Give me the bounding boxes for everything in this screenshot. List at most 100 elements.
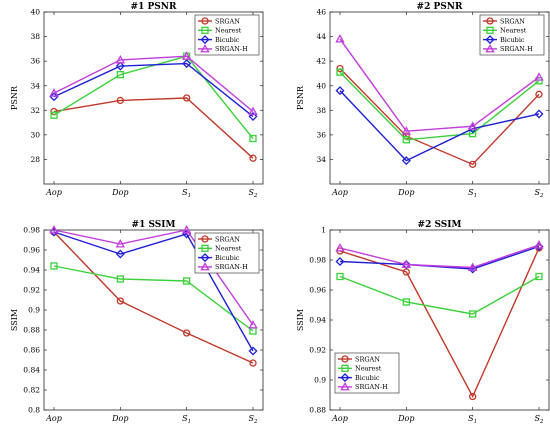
data-point [401, 126, 412, 135]
x-tick-label-3: S2 [535, 188, 544, 199]
x-tick-label-2: S1 [182, 414, 191, 425]
data-point [50, 262, 58, 270]
chart-4: #2 SSIM 0.88 0.9 0.92 0.94 0.96 0.98 1 SSIM Aop Do… [296, 220, 550, 425]
legend-marker [485, 43, 495, 53]
data-point [248, 111, 258, 121]
legend-marker [201, 26, 209, 34]
legend-marker [341, 364, 349, 372]
legend-marker [201, 17, 209, 25]
legend-marker [201, 235, 209, 243]
y-tick-label-1: 0.82 [23, 386, 40, 395]
series-srgan-h [49, 225, 258, 329]
y-tick-label-3: 0.94 [309, 316, 326, 325]
legend-label: Bicubic [215, 254, 240, 262]
y-tick-label-6: 1 [321, 226, 326, 235]
x-tick-label-0: Aop [331, 188, 348, 197]
series-line [53, 62, 254, 117]
series-nearest [336, 272, 543, 318]
data-point [402, 136, 410, 144]
legend-marker [485, 35, 495, 45]
series-line [53, 97, 254, 159]
data-point [336, 68, 344, 76]
data-point [116, 71, 124, 79]
chart-title: #2 SSIM [418, 220, 462, 230]
x-tick-label-0: Aop [45, 188, 62, 197]
y-tick-label-4: 0.96 [309, 286, 326, 295]
y-tick-label-2: 32 [30, 106, 40, 115]
data-point [467, 262, 478, 272]
legend-label: Nearest [500, 27, 527, 35]
x-tick-label-3: S2 [535, 414, 544, 425]
data-point [249, 359, 257, 367]
data-point [469, 160, 477, 168]
data-point [249, 134, 257, 143]
y-tick-label-3: 0.86 [23, 346, 40, 355]
data-point [182, 59, 192, 69]
data-point [248, 320, 258, 329]
data-point [183, 277, 191, 285]
y-tick-label-8: 0.96 [23, 246, 40, 255]
data-point [469, 392, 477, 401]
legend-label: SRGAN-H [215, 45, 248, 53]
series-line [53, 265, 254, 332]
y-tick-label-1: 0.9 [314, 376, 326, 385]
series-line [339, 68, 540, 166]
data-point [401, 156, 411, 166]
chart-2: #2 PSNR 34 36 38 40 42 44 46 PSNR Aop Dop S1 S2 SRGAN… [296, 2, 550, 199]
y-tick-label-5: 0.9 [28, 306, 40, 315]
legend-label: Nearest [215, 27, 242, 35]
x-tick-label-3: S2 [249, 414, 258, 425]
legend-label: Nearest [215, 245, 242, 253]
y-tick-label-6: 46 [316, 8, 326, 17]
legend-label: Nearest [355, 365, 382, 373]
legend-label: SRGAN-H [355, 383, 388, 391]
y-axis-label: SSIM [296, 309, 305, 331]
data-point [115, 61, 125, 71]
data-point [183, 94, 191, 102]
legend-marker [201, 244, 209, 252]
data-point [116, 297, 124, 305]
data-point [469, 310, 477, 318]
series-line [339, 244, 540, 269]
series-line [339, 90, 540, 162]
y-tick-label-2: 0.84 [23, 366, 40, 375]
data-point [335, 243, 345, 252]
y-tick-label-7: 0.94 [23, 266, 40, 275]
data-point [402, 298, 410, 306]
data-point [49, 88, 59, 97]
y-tick-label-4: 42 [316, 57, 326, 66]
data-point [335, 34, 345, 43]
data-point [534, 109, 544, 119]
data-point [249, 154, 257, 162]
legend-label: Bicubic [500, 36, 525, 44]
legend-label: SRGAN-H [500, 45, 533, 53]
data-point [534, 240, 544, 249]
y-tick-label-6: 0.92 [23, 286, 40, 295]
y-tick-label-6: 40 [30, 8, 40, 17]
data-point [535, 90, 543, 98]
chart-title: #1 PSNR [131, 2, 177, 12]
x-tick-label-1: Dop [111, 188, 128, 197]
legend-label: SRGAN [215, 235, 240, 243]
series-line [53, 55, 254, 113]
y-tick-label-4: 0.88 [23, 326, 40, 335]
legend-label: Bicubic [355, 374, 380, 382]
x-tick-label-0: Aop [45, 414, 62, 423]
data-point [535, 272, 543, 281]
x-tick-label-3: S2 [249, 188, 258, 199]
legend-label: SRGAN [215, 17, 240, 25]
y-tick-label-5: 0.98 [309, 256, 326, 265]
series-line [339, 71, 540, 141]
data-point [49, 225, 59, 234]
data-point [534, 72, 544, 81]
legend-marker [341, 355, 349, 363]
y-tick-label-0: 28 [30, 155, 40, 164]
series-line [53, 231, 254, 352]
y-tick-label-0: 34 [316, 155, 326, 164]
chart-1: #1 PSNR 28 30 32 34 36 38 40 PSNR Aop Dop S1 S2 SRGAN… [10, 2, 264, 199]
x-tick-label-0: Aop [331, 414, 348, 423]
